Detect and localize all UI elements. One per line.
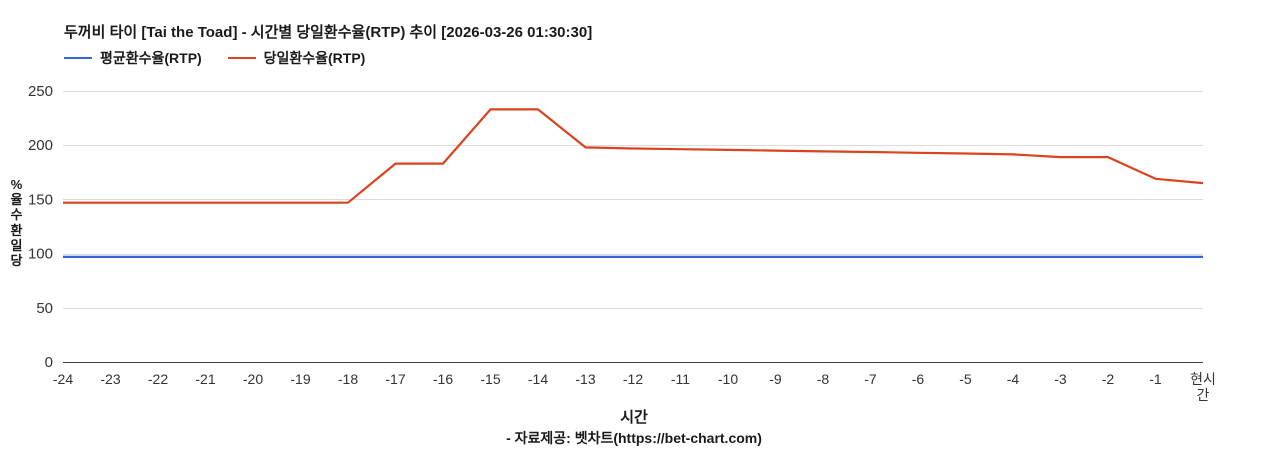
- svg-text:간: 간: [1197, 387, 1210, 403]
- svg-text:0: 0: [45, 354, 53, 371]
- svg-text:-17: -17: [385, 371, 405, 387]
- svg-text:-20: -20: [243, 371, 263, 387]
- svg-text:-4: -4: [1007, 371, 1020, 387]
- svg-text:-18: -18: [338, 371, 358, 387]
- svg-text:250: 250: [28, 83, 53, 100]
- svg-text:-2: -2: [1102, 371, 1115, 387]
- svg-text:-21: -21: [195, 371, 215, 387]
- svg-text:-23: -23: [100, 371, 120, 387]
- svg-text:-16: -16: [433, 371, 453, 387]
- svg-text:50: 50: [36, 300, 53, 317]
- svg-text:-24: -24: [53, 371, 73, 387]
- svg-text:-6: -6: [912, 371, 925, 387]
- svg-text:-8: -8: [817, 371, 830, 387]
- svg-text:-13: -13: [575, 371, 595, 387]
- svg-text:-11: -11: [671, 371, 690, 387]
- svg-text:-10: -10: [718, 371, 738, 387]
- svg-text:100: 100: [28, 246, 53, 263]
- svg-text:-5: -5: [959, 371, 972, 387]
- svg-text:-12: -12: [623, 371, 643, 387]
- svg-text:-1: -1: [1149, 371, 1162, 387]
- svg-text:현시: 현시: [1190, 371, 1216, 387]
- svg-text:-7: -7: [864, 371, 877, 387]
- svg-text:-15: -15: [480, 371, 500, 387]
- svg-text:-9: -9: [769, 371, 782, 387]
- svg-text:200: 200: [28, 137, 53, 154]
- svg-text:150: 150: [28, 191, 53, 208]
- svg-text:-19: -19: [290, 371, 310, 387]
- svg-text:-3: -3: [1054, 371, 1067, 387]
- svg-text:-22: -22: [148, 371, 168, 387]
- svg-text:-14: -14: [528, 371, 548, 387]
